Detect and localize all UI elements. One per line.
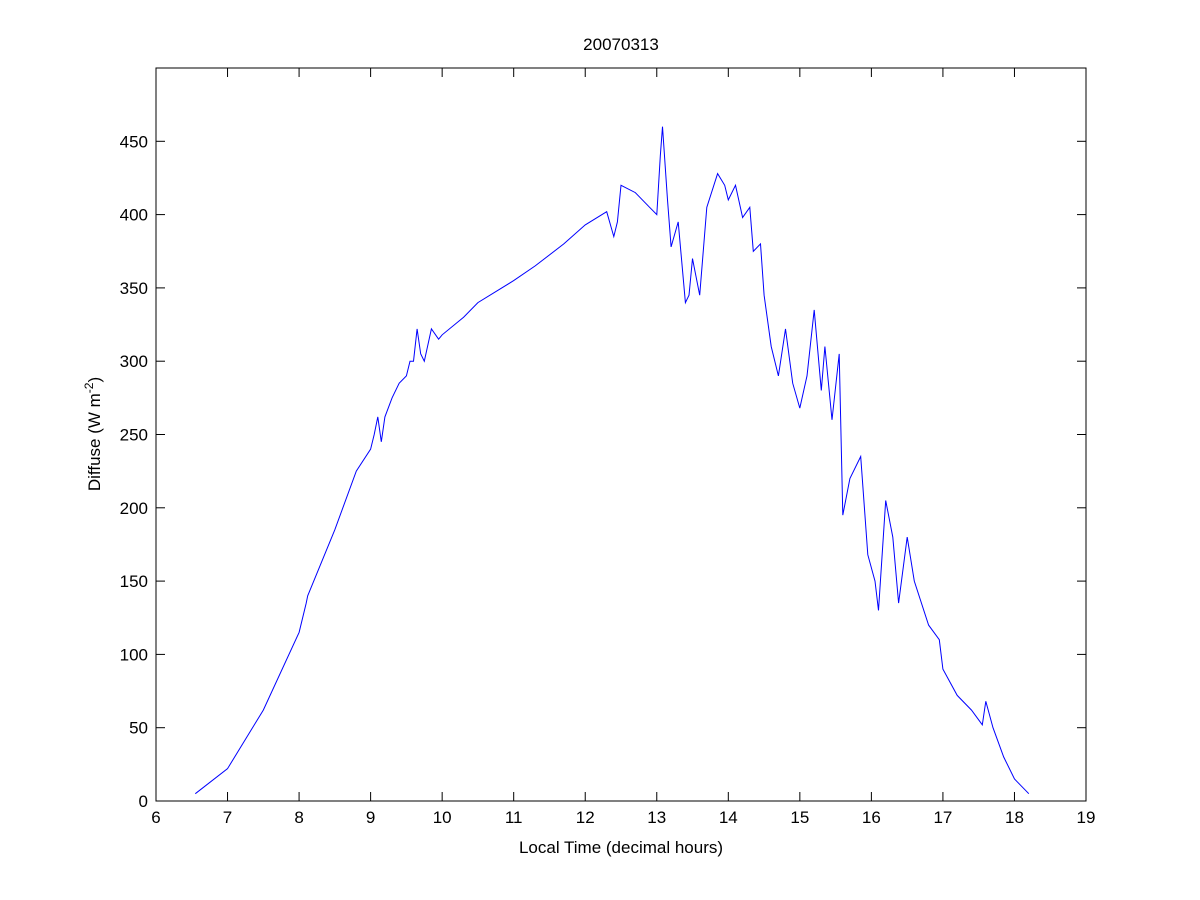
x-tick-label: 14 bbox=[719, 808, 738, 827]
series-line-diffuse bbox=[194, 126, 1030, 795]
x-tick-label: 12 bbox=[576, 808, 595, 827]
y-tick-label: 50 bbox=[129, 719, 148, 738]
y-tick-label: 250 bbox=[120, 426, 148, 445]
x-tick-label: 15 bbox=[790, 808, 809, 827]
y-axis-label-suffix: ) bbox=[85, 377, 104, 383]
x-axis: 6 7 8 9 10 11 12 13 14 15 16 17 18 19 bbox=[151, 68, 1095, 827]
x-tick-label: 13 bbox=[647, 808, 666, 827]
x-tick-label: 17 bbox=[933, 808, 952, 827]
y-tick-label: 200 bbox=[120, 499, 148, 518]
x-tick-label: 10 bbox=[433, 808, 452, 827]
plot-area bbox=[155, 67, 1087, 802]
y-axis-label-main: Diffuse (W m bbox=[85, 393, 104, 491]
x-tick-label: 9 bbox=[366, 808, 375, 827]
y-tick-label: 150 bbox=[120, 572, 148, 591]
y-axis-label: Diffuse (W m-2) bbox=[82, 377, 104, 491]
y-axis: 0 50 100 150 200 250 300 350 400 450 bbox=[120, 132, 1086, 811]
y-tick-label: 450 bbox=[120, 132, 148, 151]
y-tick-label: 350 bbox=[120, 279, 148, 298]
x-tick-label: 11 bbox=[505, 808, 523, 827]
x-tick-label: 19 bbox=[1077, 808, 1096, 827]
x-tick-label: 7 bbox=[223, 808, 232, 827]
x-axis-label: Local Time (decimal hours) bbox=[519, 838, 723, 857]
y-tick-label: 300 bbox=[120, 352, 148, 371]
y-axis-label-superscript: -2 bbox=[82, 382, 96, 393]
x-tick-label: 16 bbox=[862, 808, 881, 827]
x-tick-label: 8 bbox=[294, 808, 303, 827]
chart-title: 20070313 bbox=[583, 35, 659, 54]
y-tick-label: 100 bbox=[120, 645, 148, 664]
x-tick-label: 6 bbox=[151, 808, 160, 827]
y-tick-label: 400 bbox=[120, 206, 148, 225]
x-tick-label: 18 bbox=[1005, 808, 1024, 827]
y-tick-label: 0 bbox=[139, 792, 148, 811]
